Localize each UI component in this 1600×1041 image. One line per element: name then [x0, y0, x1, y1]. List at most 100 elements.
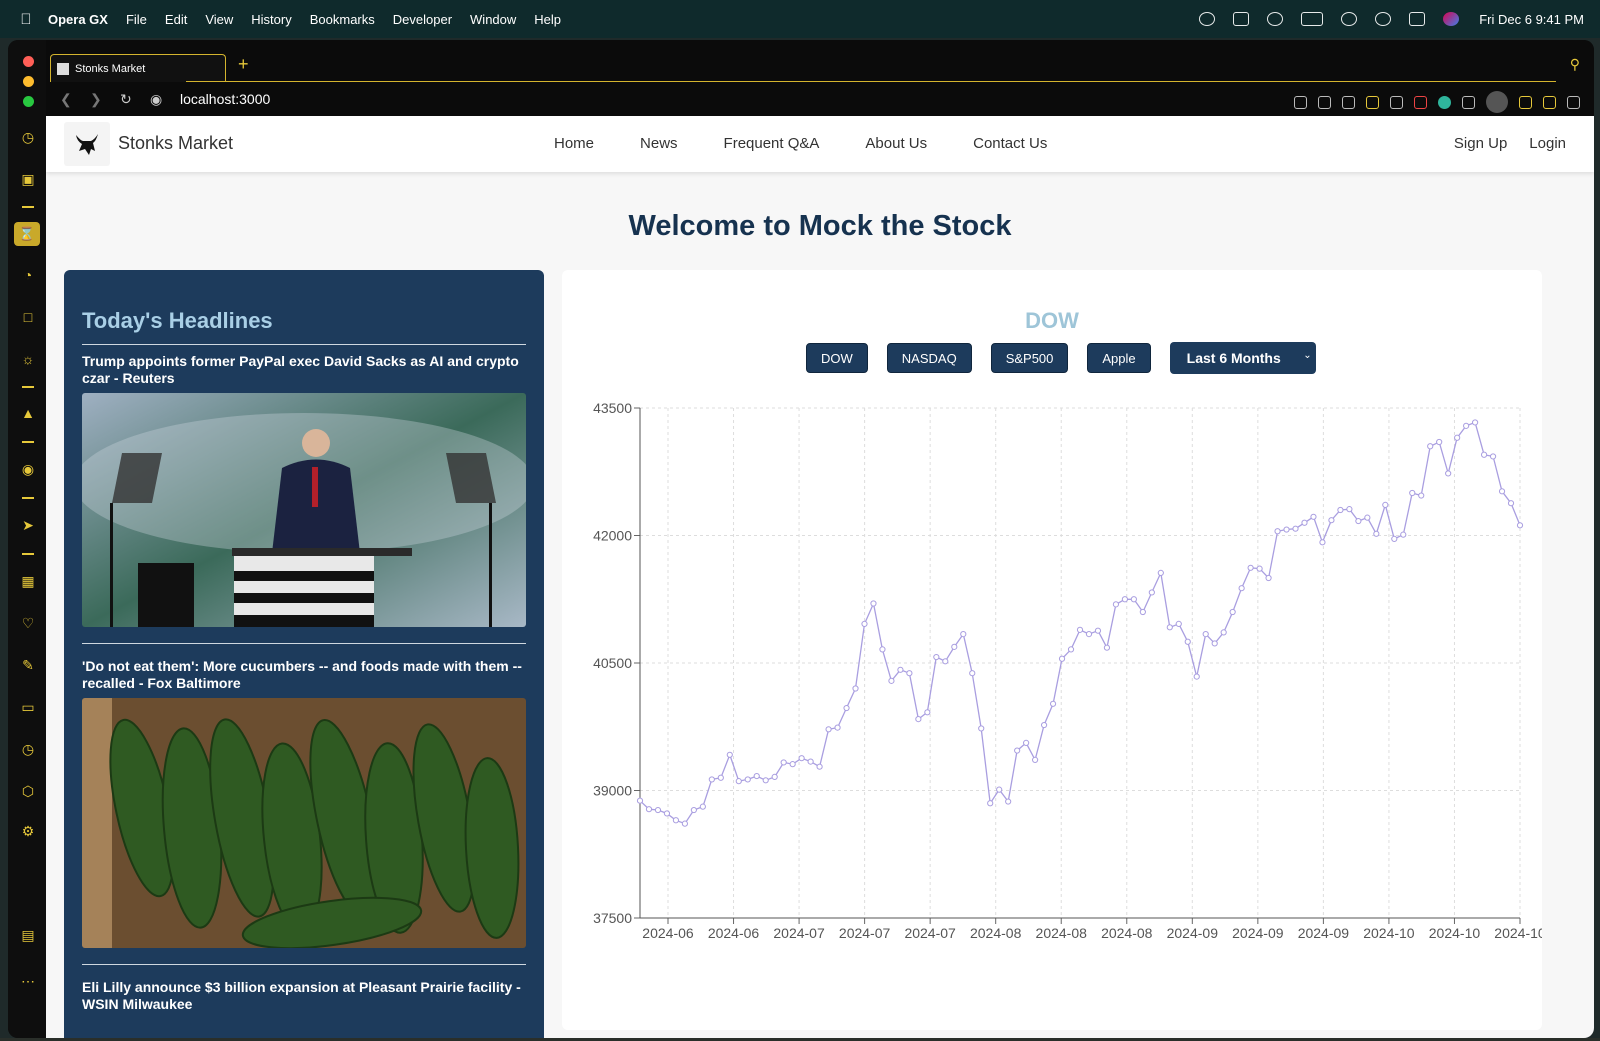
- data-point: [780, 759, 787, 766]
- heart-icon[interactable]: ♡: [21, 614, 35, 631]
- extensions-grid-icon[interactable]: ▦: [21, 572, 35, 589]
- tab-search-icon[interactable]: ⚲: [1569, 56, 1580, 72]
- sp500-button[interactable]: S&P500: [990, 343, 1069, 373]
- nasdaq-button[interactable]: NASDAQ: [886, 343, 972, 373]
- dow-button[interactable]: DOW: [806, 343, 868, 373]
- x-tick-label: 2024-08: [1101, 925, 1153, 941]
- send-icon[interactable]: ➤: [22, 516, 34, 533]
- play-icon[interactable]: [1267, 12, 1284, 26]
- gx-control-icon[interactable]: ◷: [21, 128, 35, 145]
- wifi-icon[interactable]: [1341, 12, 1358, 26]
- back-arrow-icon[interactable]: ❮: [60, 90, 72, 107]
- bull-logo-icon[interactable]: [64, 122, 110, 166]
- nav-news-link[interactable]: News: [640, 135, 678, 152]
- chatgpt-icon[interactable]: [1199, 12, 1216, 26]
- headline-title[interactable]: Trump appoints former PayPal exec David …: [82, 353, 519, 386]
- forward-arrow-icon[interactable]: ❯: [90, 90, 102, 107]
- menu-file[interactable]: File: [125, 11, 147, 27]
- edit-icon[interactable]: ✎: [22, 656, 34, 673]
- nav-home-link[interactable]: Home: [554, 135, 595, 152]
- flow-send-icon[interactable]: [1366, 95, 1379, 109]
- control-center-icon[interactable]: [1409, 12, 1426, 26]
- tab-stonks-market[interactable]: Stonks Market: [50, 54, 226, 82]
- data-point: [1265, 574, 1272, 582]
- menu-window[interactable]: Window: [470, 11, 517, 27]
- window-minimize-button[interactable]: [23, 76, 34, 87]
- data-point: [1166, 624, 1173, 631]
- data-point: [1489, 453, 1497, 460]
- menu-history[interactable]: History: [251, 11, 292, 27]
- sun-icon[interactable]: ☼: [21, 351, 35, 367]
- tab-title: Stonks Market: [75, 62, 146, 75]
- data-point: [1094, 627, 1102, 634]
- menu-help[interactable]: Help: [534, 11, 562, 27]
- wallpaper-icon[interactable]: ▤: [21, 926, 35, 943]
- downloads-icon[interactable]: [1519, 95, 1532, 109]
- clock-icon[interactable]: ◷: [21, 740, 35, 757]
- login-link[interactable]: Login: [1529, 135, 1566, 152]
- extension-a-icon[interactable]: [1438, 95, 1451, 109]
- camera-icon[interactable]: [1318, 95, 1331, 109]
- apple-button[interactable]: Apple: [1087, 343, 1151, 373]
- history-pie-icon[interactable]: ◔: [23, 267, 33, 283]
- headline-image[interactable]: [82, 698, 526, 948]
- twitch-icon[interactable]: □: [23, 309, 33, 325]
- nav-contact-link[interactable]: Contact Us: [973, 135, 1048, 152]
- extensions-cube-icon[interactable]: [1462, 95, 1475, 109]
- settings-gear-icon[interactable]: ⚙: [21, 822, 35, 839]
- menu-edit[interactable]: Edit: [164, 11, 188, 27]
- headline-article[interactable]: 'Do not eat them': More cucumbers -- and…: [82, 644, 526, 965]
- aria-icon[interactable]: ▲: [21, 405, 35, 421]
- data-point: [1480, 451, 1488, 458]
- extension-red-icon[interactable]: [1414, 95, 1427, 109]
- headline-article[interactable]: Trump appoints former PayPal exec David …: [82, 345, 526, 644]
- data-point: [1346, 506, 1353, 513]
- headlines-panel: Today's Headlines Trump appoints former …: [64, 270, 544, 1038]
- menu-bookmarks[interactable]: Bookmarks: [309, 11, 375, 27]
- bookmark-heart-icon[interactable]: [1390, 95, 1403, 109]
- series-line: [639, 421, 1521, 825]
- cube-icon[interactable]: ⬡: [21, 782, 35, 799]
- data-point: [1014, 747, 1021, 754]
- y-tick-label: 40500: [593, 655, 632, 671]
- tabs-icon[interactable]: ▭: [21, 698, 35, 715]
- gx-corner-icon[interactable]: ▣: [21, 170, 35, 187]
- headline-title[interactable]: 'Do not eat them': More cucumbers -- and…: [82, 658, 522, 691]
- easy-setup-menu-icon[interactable]: [1567, 95, 1580, 109]
- more-options-icon[interactable]: ⋯: [21, 972, 35, 989]
- ad-block-icon[interactable]: [1342, 95, 1355, 109]
- menubar-clock[interactable]: Fri Dec 6 9:41 PM: [1479, 11, 1584, 27]
- data-point: [726, 751, 733, 758]
- apple-icon[interactable]: : [18, 11, 34, 28]
- headline-title[interactable]: Eli Lilly announce $3 billion expansion …: [82, 979, 521, 1012]
- url-field[interactable]: localhost:3000: [180, 91, 271, 107]
- y-tick-label: 42000: [593, 528, 632, 544]
- share-icon[interactable]: [1294, 95, 1307, 109]
- window-zoom-button[interactable]: [23, 96, 34, 107]
- sign-up-link[interactable]: Sign Up: [1453, 135, 1508, 152]
- site-brand[interactable]: Stonks Market: [118, 133, 234, 153]
- hourglass-icon[interactable]: ⌛: [14, 222, 40, 246]
- instagram-icon[interactable]: ◉: [21, 460, 35, 477]
- time-range-select[interactable]: Last 6 Months ⌄: [1169, 342, 1316, 374]
- nav-faq-link[interactable]: Frequent Q&A: [723, 135, 820, 152]
- menu-view[interactable]: View: [205, 11, 234, 27]
- menu-developer[interactable]: Developer: [392, 11, 453, 27]
- app-name-menu[interactable]: Opera GX: [48, 11, 108, 27]
- headline-article[interactable]: Eli Lilly announce $3 billion expansion …: [82, 965, 526, 1013]
- battery-icon[interactable]: [1301, 12, 1324, 26]
- data-point: [1427, 443, 1434, 450]
- spotlight-search-icon[interactable]: [1375, 12, 1392, 26]
- window-close-button[interactable]: [23, 56, 34, 67]
- data-point: [1463, 422, 1470, 429]
- profile-avatar[interactable]: [1486, 91, 1508, 113]
- nav-about-link[interactable]: About Us: [865, 135, 928, 152]
- data-point: [978, 725, 985, 732]
- new-tab-plus-icon[interactable]: +: [238, 54, 249, 74]
- siri-icon[interactable]: [1443, 12, 1460, 26]
- data-point: [1049, 700, 1057, 707]
- battery-saver-icon[interactable]: [1543, 95, 1556, 109]
- reload-icon[interactable]: ↻: [120, 90, 132, 107]
- volume-icon[interactable]: [1233, 12, 1250, 26]
- headline-image[interactable]: [82, 393, 526, 627]
